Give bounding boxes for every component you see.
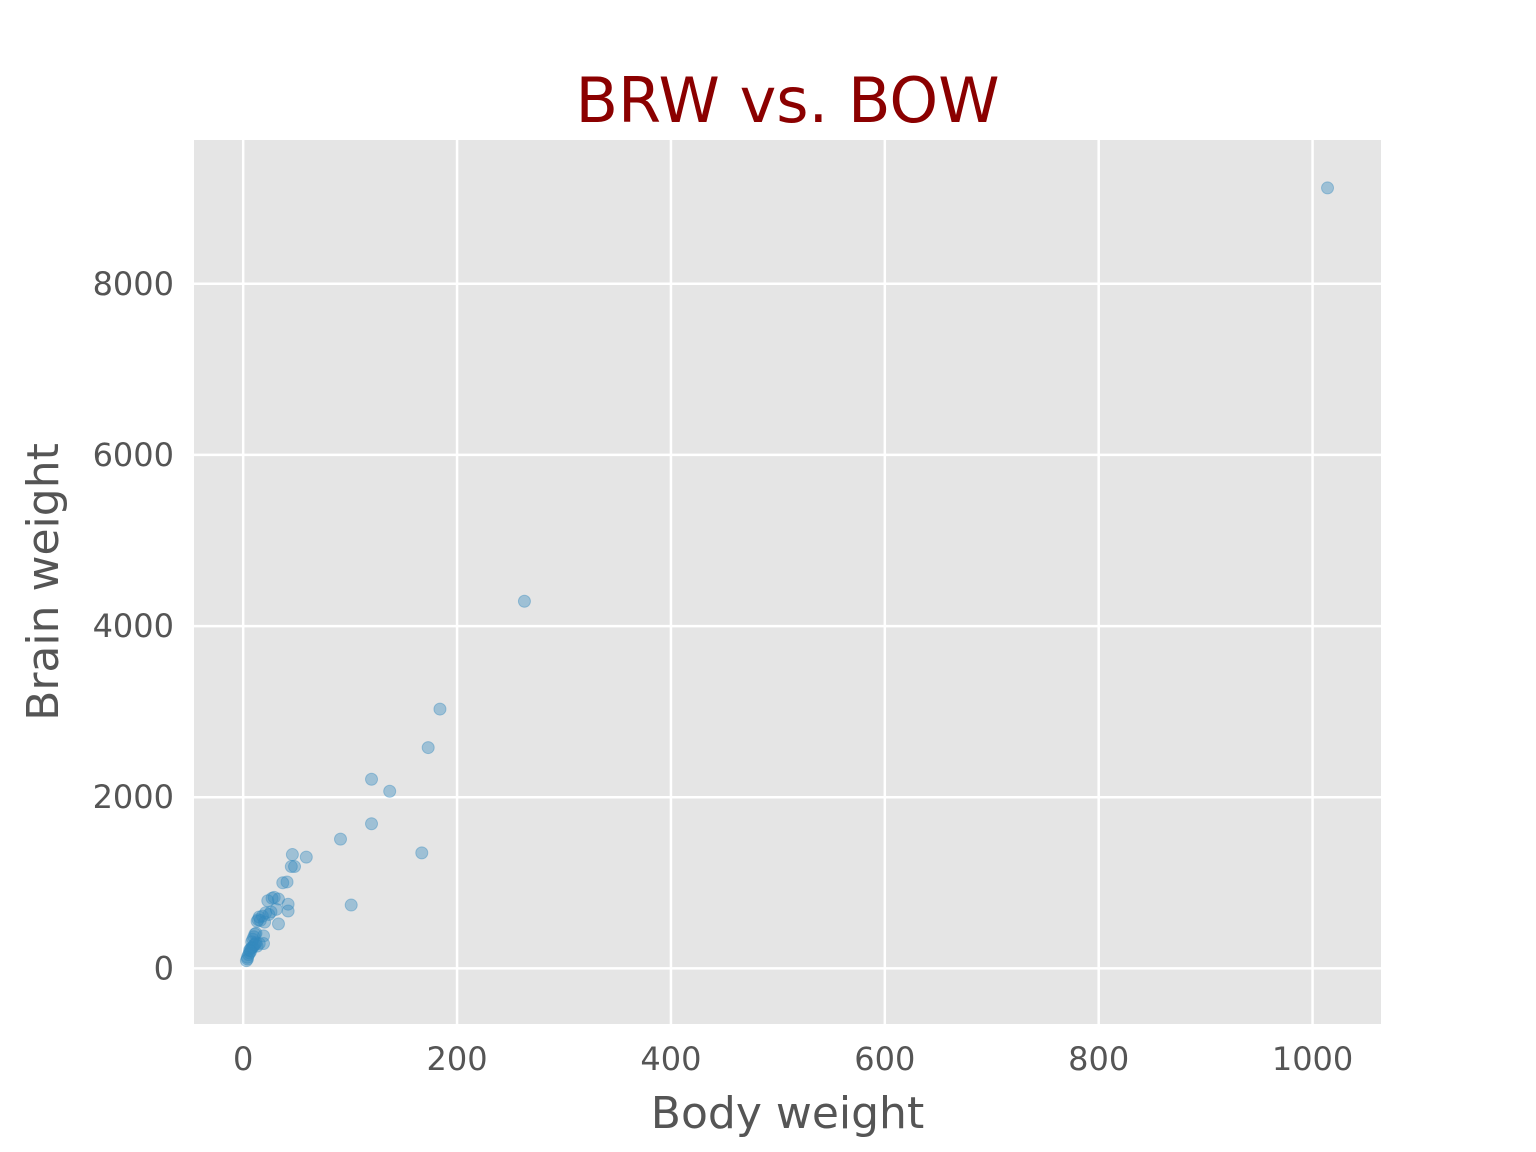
y-tick-label: 8000 [93,265,174,303]
data-point [244,942,258,956]
x-tick-label: 800 [1068,1040,1129,1078]
data-point [269,902,283,916]
data-point [1321,181,1335,195]
x-axis-label: Body weight [651,1088,924,1139]
data-point [415,846,429,860]
data-point [334,832,348,846]
data-point [280,875,294,889]
data-point [248,937,262,951]
x-tick-label: 200 [427,1040,488,1078]
data-point [243,946,257,960]
data-point [276,876,290,890]
data-point [299,850,313,864]
data-point [242,948,256,962]
y-axis-label: Brain weight [18,443,69,721]
data-point [243,943,257,957]
y-tick-label: 0 [154,949,174,987]
grid-lines [194,140,1381,1024]
data-point [517,594,531,608]
data-point [262,907,276,921]
data-point [365,772,379,786]
x-tick-label: 400 [640,1040,701,1078]
data-point [246,940,260,954]
data-point [244,944,258,958]
data-point [247,938,261,952]
data-point [281,897,295,911]
x-tick-label: 1000 [1272,1040,1353,1078]
data-point [257,929,271,943]
y-tick-label: 2000 [93,778,174,816]
data-point [344,898,358,912]
y-tick-label: 6000 [93,436,174,474]
data-point [251,913,265,927]
data-point [245,941,259,955]
data-point [365,817,379,831]
data-point [261,894,275,908]
x-tick-label: 0 [233,1040,253,1078]
x-tick-label: 600 [854,1040,915,1078]
data-point [288,860,302,874]
data-point [383,784,397,798]
data-point [267,890,281,904]
data-point [259,906,273,920]
data-point [264,905,278,919]
data-point [253,913,267,927]
data-point [249,926,263,940]
data-point [433,702,447,716]
data-point [249,936,263,950]
tick-labels: 0 200 400 600 800 1000 0 2000 4000 6000 8000 [93,265,1354,1078]
data-point [271,917,285,931]
data-point [240,950,254,964]
data-point [245,935,259,949]
data-point [281,904,295,918]
data-point [246,932,260,946]
data-point [258,915,272,929]
data-point [421,741,435,755]
data-point [250,939,264,953]
data-point [252,910,266,924]
data-point [265,891,279,905]
data-point [271,892,285,906]
data-point [250,914,264,928]
chart-title: BRW vs. BOW [575,64,999,137]
data-point [247,930,261,944]
data-point [257,937,271,951]
data-point [252,937,266,951]
data-point [248,927,262,941]
y-tick-label: 4000 [93,607,174,645]
data-point [239,954,253,968]
data-point [285,848,299,862]
data-point [240,952,254,966]
data-points [239,181,1335,968]
data-point [255,909,269,923]
data-point [284,860,298,874]
plot-area [194,140,1381,1024]
